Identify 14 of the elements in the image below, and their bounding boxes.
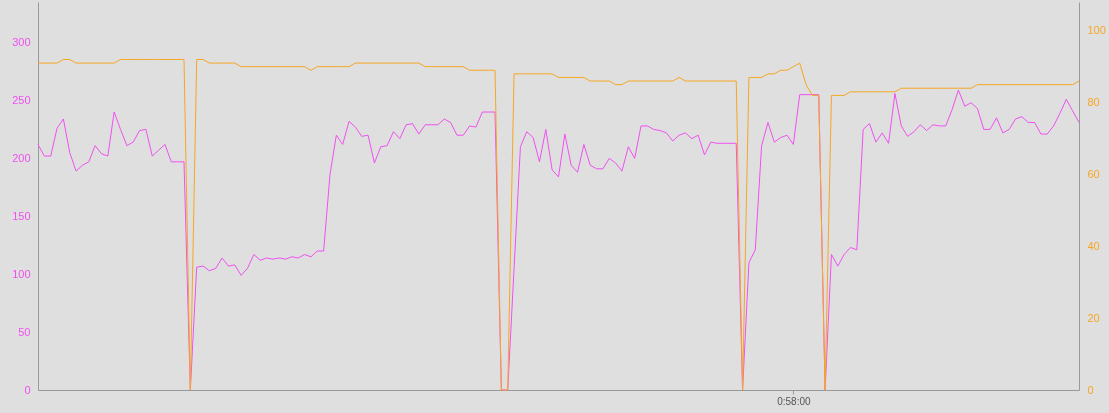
x-tick-label: 0:58:00 bbox=[777, 395, 811, 407]
y-tick-label: 100 bbox=[12, 267, 31, 280]
y2-tick-label: 100 bbox=[1087, 24, 1106, 37]
y2-tick-label: 80 bbox=[1087, 96, 1100, 109]
y2-tick-label: 40 bbox=[1087, 239, 1100, 252]
y-tick-label: 50 bbox=[18, 325, 31, 338]
y-tick-label: 250 bbox=[12, 93, 31, 106]
y-tick-label: 300 bbox=[12, 36, 31, 49]
y-tick-label: 200 bbox=[12, 151, 31, 164]
y-tick-label: 0 bbox=[24, 383, 31, 396]
y-tick-label: 150 bbox=[12, 209, 31, 222]
y2-tick-label: 20 bbox=[1087, 311, 1100, 324]
y2-tick-label: 0 bbox=[1087, 383, 1094, 396]
y2-tick-label: 60 bbox=[1087, 167, 1100, 180]
